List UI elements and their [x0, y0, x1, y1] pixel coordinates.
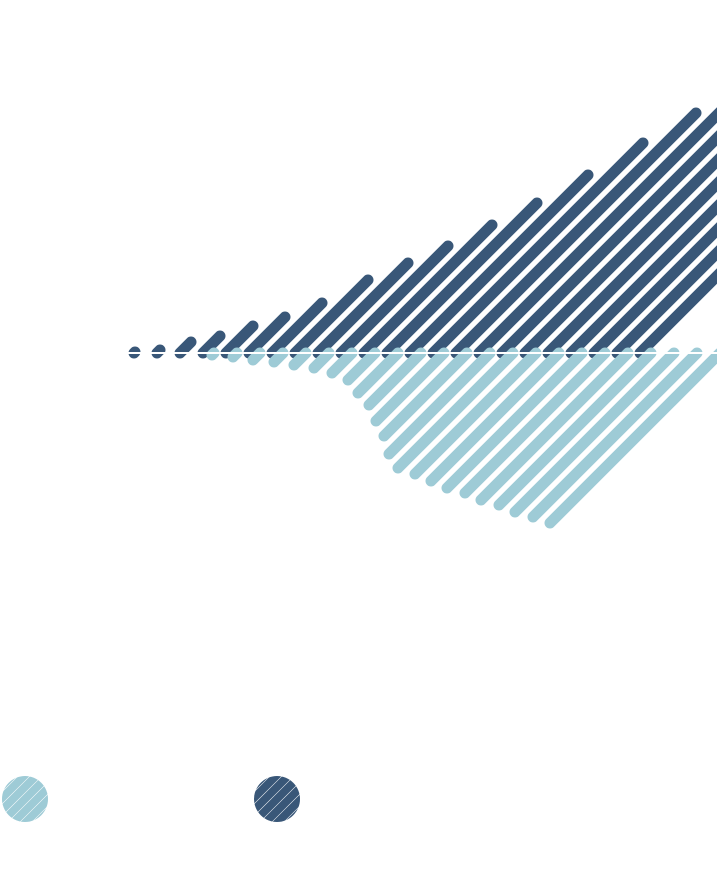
- lower-series-stripe-21: [475, 347, 634, 506]
- lower-series-stripe-10: [342, 347, 381, 386]
- lower-series-stripe-23: [509, 347, 680, 518]
- upper-series-stripe-21: [542, 176, 717, 359]
- upper-series-stripe-18: [473, 107, 717, 359]
- lower-series-stripe-18: [425, 347, 565, 487]
- upper-series-stripe-13: [358, 219, 498, 359]
- upper-series-stripe-9: [266, 297, 328, 359]
- upper-series-stripe-19: [496, 130, 717, 359]
- upper-series-stripe-14: [381, 197, 543, 359]
- lower-series-stripe-20: [459, 347, 611, 499]
- upper-series-stripe-16: [427, 137, 649, 359]
- lower-series-stripe-22: [493, 347, 657, 511]
- upper-series-stripe-24: [611, 245, 717, 359]
- lower-series-stripe-5: [247, 347, 266, 366]
- lower-series-stripe-19: [441, 347, 588, 494]
- lower-series-stripe-12: [363, 347, 427, 411]
- upper-series-stripe-12: [335, 240, 454, 359]
- upper-series-stripe-5: [174, 336, 197, 359]
- upper-series-area: [128, 107, 717, 359]
- striped-circle-icon: [254, 776, 300, 822]
- lower-series-stripe-8: [308, 347, 335, 374]
- lower-series-stripe-9: [326, 347, 358, 379]
- lower-series-stripe-6: [268, 347, 289, 368]
- lower-series-stripe-17: [409, 347, 542, 480]
- legend-item-1: [254, 776, 300, 822]
- upper-series-stripe-8: [243, 311, 291, 359]
- lower-series-stripe-13: [370, 347, 450, 427]
- upper-series-stripe-25: [634, 268, 717, 359]
- striped-circle-icon: [2, 776, 48, 822]
- upper-series-stripe-22: [565, 199, 717, 359]
- upper-series-stripe-10: [289, 274, 374, 359]
- lower-series-stripe-25: [544, 348, 717, 529]
- upper-series-stripe-7: [220, 320, 259, 359]
- legend: [2, 776, 300, 822]
- lower-series-stripe-14: [378, 347, 473, 442]
- lower-series-stripe-7: [288, 347, 312, 371]
- upper-series-stripe-17: [450, 107, 702, 359]
- lower-series-stripe-11: [352, 347, 404, 399]
- lower-series-stripe-24: [527, 347, 703, 523]
- lower-series-area: [206, 347, 717, 529]
- upper-series-stripe-23: [588, 222, 717, 359]
- upper-series-stripe-6: [197, 330, 226, 359]
- legend-item-0: [2, 776, 48, 822]
- upper-series-stripe-15: [404, 169, 594, 359]
- upper-series-stripe-11: [312, 257, 414, 359]
- lower-series-stripe-15: [383, 347, 496, 460]
- lower-series-stripe-16: [392, 347, 519, 474]
- upper-series-stripe-20: [519, 153, 717, 359]
